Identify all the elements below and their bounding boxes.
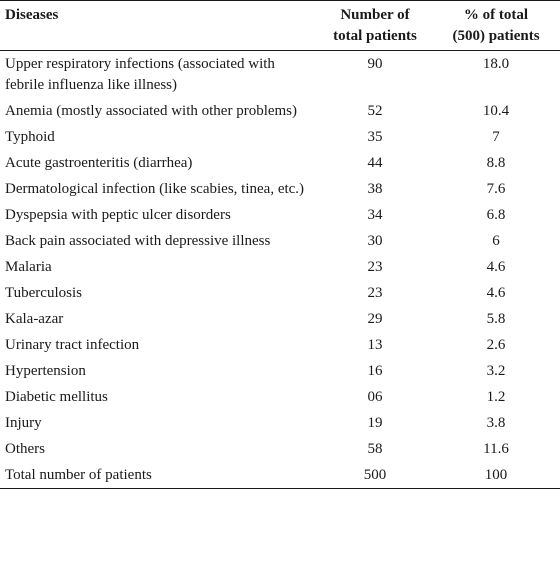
cell-number: 52 (367, 103, 383, 119)
table-body: Upper respiratory infections (associated… (0, 51, 560, 489)
cell-number: 23 (367, 285, 383, 301)
header-percent-line2: (500) patients (452, 28, 540, 44)
table-row: Diabetic mellitus 06 1.2 (0, 384, 560, 410)
header-number-line2: total patients (333, 28, 417, 44)
cell-percent: 4.6 (486, 259, 506, 275)
cell-disease: Diabetic mellitus (5, 389, 108, 405)
cell-disease: Upper respiratory infections (associated… (5, 56, 275, 93)
cell-percent: 10.4 (482, 103, 510, 119)
table-row: Malaria 23 4.6 (0, 254, 560, 280)
cell-number: 38 (367, 181, 383, 197)
table-header: Diseases Number of total patients % of t… (0, 0, 560, 51)
total-number: 500 (363, 467, 387, 483)
cell-disease: Malaria (5, 259, 52, 275)
table-row: Injury 19 3.8 (0, 410, 560, 436)
cell-percent: 11.6 (483, 441, 509, 457)
cell-percent: 3.2 (486, 363, 506, 379)
cell-disease: Acute gastroenteritis (diarrhea) (5, 155, 193, 171)
table-row: Typhoid 35 7 (0, 124, 560, 150)
cell-percent: 7 (492, 129, 500, 145)
cell-number: 16 (367, 363, 383, 379)
cell-percent: 4.6 (486, 285, 506, 301)
table-row: Others 58 11.6 (0, 436, 560, 462)
cell-number: 23 (367, 259, 383, 275)
table-row: Dermatological infection (like scabies, … (0, 176, 560, 202)
cell-number: 19 (367, 415, 383, 431)
cell-disease: Typhoid (5, 129, 55, 145)
header-percent-line1: % of total (463, 7, 529, 23)
table-row: Urinary tract infection 13 2.6 (0, 332, 560, 358)
total-percent: 100 (484, 467, 508, 483)
table-row: Anemia (mostly associated with other pro… (0, 98, 560, 124)
cell-number: 90 (367, 56, 383, 72)
cell-disease: Tuberculosis (5, 285, 82, 301)
cell-disease: Dyspepsia with peptic ulcer disorders (5, 207, 231, 223)
disease-distribution-table: Diseases Number of total patients % of t… (0, 0, 560, 489)
header-number-of-patients: Number of total patients (318, 1, 432, 51)
table-row: Dyspepsia with peptic ulcer disorders 34… (0, 202, 560, 228)
cell-disease: Dermatological infection (like scabies, … (5, 181, 305, 197)
header-diseases-label: Diseases (5, 7, 59, 23)
cell-percent: 8.8 (486, 155, 506, 171)
cell-percent: 6.8 (486, 207, 506, 223)
cell-number: 29 (367, 311, 383, 327)
header-percent-of-total: % of total (500) patients (432, 1, 560, 51)
header-diseases: Diseases (0, 1, 318, 51)
table-row: Acute gastroenteritis (diarrhea) 44 8.8 (0, 150, 560, 176)
cell-percent: 5.8 (486, 311, 506, 327)
table-row: Upper respiratory infections (associated… (0, 51, 560, 99)
cell-percent: 1.2 (486, 389, 506, 405)
cell-number: 44 (367, 155, 383, 171)
cell-disease: Anemia (mostly associated with other pro… (5, 103, 298, 119)
cell-disease: Hypertension (5, 363, 86, 379)
table-row: Kala-azar 29 5.8 (0, 306, 560, 332)
cell-percent: 18.0 (482, 56, 510, 72)
cell-disease: Others (5, 441, 45, 457)
total-label: Total number of patients (5, 467, 152, 483)
cell-number: 35 (367, 129, 383, 145)
cell-number: 30 (367, 233, 383, 249)
cell-percent: 6 (492, 233, 500, 249)
cell-number: 34 (367, 207, 383, 223)
cell-number: 06 (367, 389, 383, 405)
cell-disease: Kala-azar (5, 311, 64, 327)
total-row: Total number of patients 500 100 (0, 462, 560, 489)
cell-disease: Back pain associated with depressive ill… (5, 233, 271, 249)
cell-disease: Injury (5, 415, 42, 431)
cell-percent: 2.6 (486, 337, 506, 353)
table-row: Hypertension 16 3.2 (0, 358, 560, 384)
table-row: Tuberculosis 23 4.6 (0, 280, 560, 306)
table-row: Back pain associated with depressive ill… (0, 228, 560, 254)
cell-number: 13 (367, 337, 383, 353)
cell-disease: Urinary tract infection (5, 337, 140, 353)
cell-number: 58 (367, 441, 383, 457)
header-number-line1: Number of (340, 7, 410, 23)
cell-percent: 7.6 (486, 181, 506, 197)
header-row: Diseases Number of total patients % of t… (0, 0, 560, 51)
cell-percent: 3.8 (486, 415, 506, 431)
